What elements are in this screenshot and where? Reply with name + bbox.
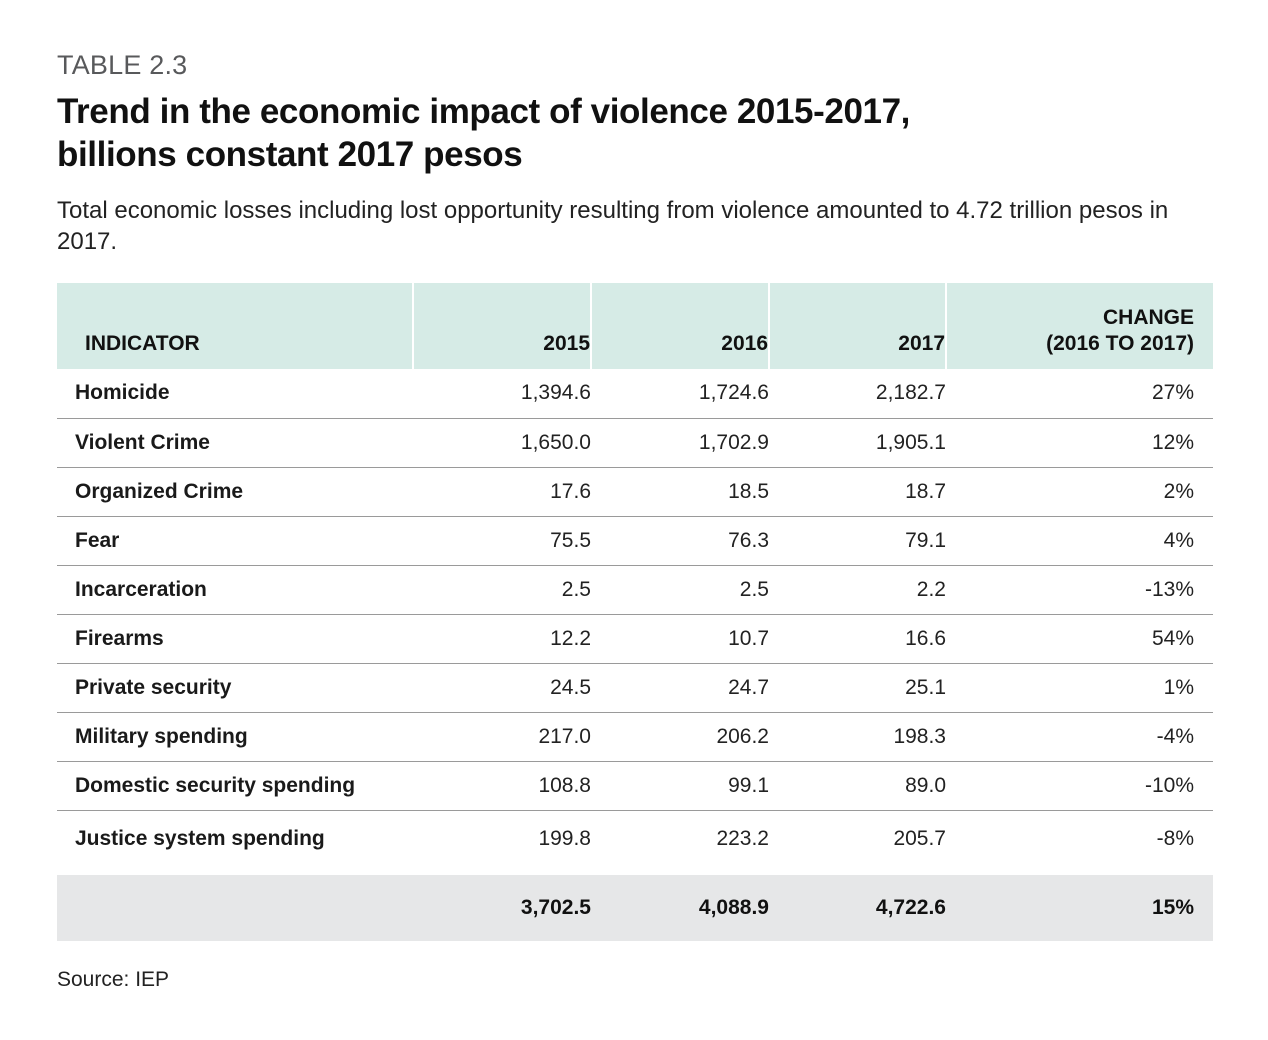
row-value-2017: 1,905.1 xyxy=(769,418,946,468)
row-indicator: Fear xyxy=(57,516,413,566)
row-change: 27% xyxy=(946,369,1213,419)
row-indicator: Military spending xyxy=(57,712,413,762)
row-value-2015: 1,394.6 xyxy=(413,369,591,419)
header-change-line-1: CHANGE xyxy=(1102,306,1194,329)
row-value-2015: 24.5 xyxy=(413,663,591,713)
row-value-2016: 1,724.6 xyxy=(591,369,769,419)
row-value-2016: 10.7 xyxy=(591,614,769,664)
table-body: Homicide 1,394.6 1,724.6 2,182.7 27% Vio… xyxy=(57,369,1213,875)
table-header: INDICATOR 2015 2016 2017 CHANGE (2016 TO… xyxy=(57,283,1213,369)
row-value-2017: 18.7 xyxy=(769,467,946,517)
row-value-2017: 25.1 xyxy=(769,663,946,713)
total-row: 3,702.5 4,088.9 4,722.6 15% xyxy=(57,875,1213,941)
header-change: CHANGE (2016 TO 2017) xyxy=(945,283,1213,369)
row-change: -4% xyxy=(946,712,1213,762)
row-value-2015: 108.8 xyxy=(413,761,591,811)
row-value-2016: 206.2 xyxy=(591,712,769,762)
row-indicator: Homicide xyxy=(57,369,413,419)
row-value-2017: 2.2 xyxy=(769,565,946,615)
table-row: Private security 24.5 24.7 25.1 1% xyxy=(57,663,1213,713)
spacer-cell xyxy=(57,867,1213,875)
row-value-2015: 217.0 xyxy=(413,712,591,762)
row-change: 12% xyxy=(946,418,1213,468)
row-value-2016: 76.3 xyxy=(591,516,769,566)
row-change: 4% xyxy=(946,516,1213,566)
row-indicator: Violent Crime xyxy=(57,418,413,468)
header-indicator: INDICATOR xyxy=(57,283,413,369)
table-row: Incarceration 2.5 2.5 2.2 -13% xyxy=(57,565,1213,615)
row-indicator: Incarceration xyxy=(57,565,413,615)
row-value-2016: 24.7 xyxy=(591,663,769,713)
table-row: Violent Crime 1,650.0 1,702.9 1,905.1 12… xyxy=(57,418,1213,468)
row-value-2016: 18.5 xyxy=(591,467,769,517)
row-value-2016: 2.5 xyxy=(591,565,769,615)
total-change: 15% xyxy=(946,875,1213,941)
total-indicator xyxy=(57,875,413,941)
row-change: 54% xyxy=(946,614,1213,664)
row-change: 1% xyxy=(946,663,1213,713)
row-value-2017: 2,182.7 xyxy=(769,369,946,419)
row-value-2015: 17.6 xyxy=(413,467,591,517)
table-row: Homicide 1,394.6 1,724.6 2,182.7 27% xyxy=(57,369,1213,419)
row-value-2017: 198.3 xyxy=(769,712,946,762)
table-row: Organized Crime 17.6 18.5 18.7 2% xyxy=(57,467,1213,517)
table-row: Military spending 217.0 206.2 198.3 -4% xyxy=(57,712,1213,762)
row-value-2017: 205.7 xyxy=(893,826,946,850)
row-indicator: Organized Crime xyxy=(57,467,413,517)
row-value-2017: 79.1 xyxy=(769,516,946,566)
total-2016: 4,088.9 xyxy=(591,875,769,941)
row-value-2017: 16.6 xyxy=(769,614,946,664)
economic-impact-table: INDICATOR 2015 2016 2017 CHANGE (2016 TO… xyxy=(57,283,1213,941)
table-title: Trend in the economic impact of violence… xyxy=(57,90,1217,176)
row-value-2017: 89.0 xyxy=(769,761,946,811)
row-value-2016: 99.1 xyxy=(591,761,769,811)
header-2016: 2016 xyxy=(590,283,769,369)
spacer-row xyxy=(57,867,1213,875)
total-2015: 3,702.5 xyxy=(413,875,591,941)
table-row: Justice system spending 199.8 223.2 205.… xyxy=(57,810,1213,867)
table-title-line-2: billions constant 2017 pesos xyxy=(57,135,523,174)
row-value-2015: 2.5 xyxy=(413,565,591,615)
row-value-2015: 12.2 xyxy=(413,614,591,664)
table-footer: 3,702.5 4,088.9 4,722.6 15% xyxy=(57,875,1213,941)
row-change: 2% xyxy=(946,467,1213,517)
row-indicator: Justice system spending xyxy=(75,826,325,850)
row-value-2015: 75.5 xyxy=(413,516,591,566)
row-indicator: Private security xyxy=(57,663,413,713)
source-note: Source: IEP xyxy=(57,968,170,991)
table-row: Fear 75.5 76.3 79.1 4% xyxy=(57,516,1213,566)
row-change: -8% xyxy=(1156,826,1194,850)
row-value-2015: 1,650.0 xyxy=(413,418,591,468)
header-row: INDICATOR 2015 2016 2017 CHANGE (2016 TO… xyxy=(57,283,1213,369)
row-value-2016: 223.2 xyxy=(716,826,769,850)
table-title-line-1: Trend in the economic impact of violence… xyxy=(57,92,910,131)
header-2017: 2017 xyxy=(768,283,946,369)
table-row: Domestic security spending 108.8 99.1 89… xyxy=(57,761,1213,811)
table-subtitle: Total economic losses including lost opp… xyxy=(57,197,1169,255)
row-change: -13% xyxy=(946,565,1213,615)
row-indicator: Firearms xyxy=(57,614,413,664)
row-value-2015: 199.8 xyxy=(538,826,591,850)
header-2015: 2015 xyxy=(412,283,591,369)
table-label: TABLE 2.3 xyxy=(57,50,188,80)
total-2017: 4,722.6 xyxy=(769,875,946,941)
row-value-2016: 1,702.9 xyxy=(591,418,769,468)
row-indicator: Domestic security spending xyxy=(57,761,413,811)
header-change-line-2: (2016 TO 2017) xyxy=(1046,332,1194,355)
row-change: -10% xyxy=(946,761,1213,811)
table-row: Firearms 12.2 10.7 16.6 54% xyxy=(57,614,1213,664)
